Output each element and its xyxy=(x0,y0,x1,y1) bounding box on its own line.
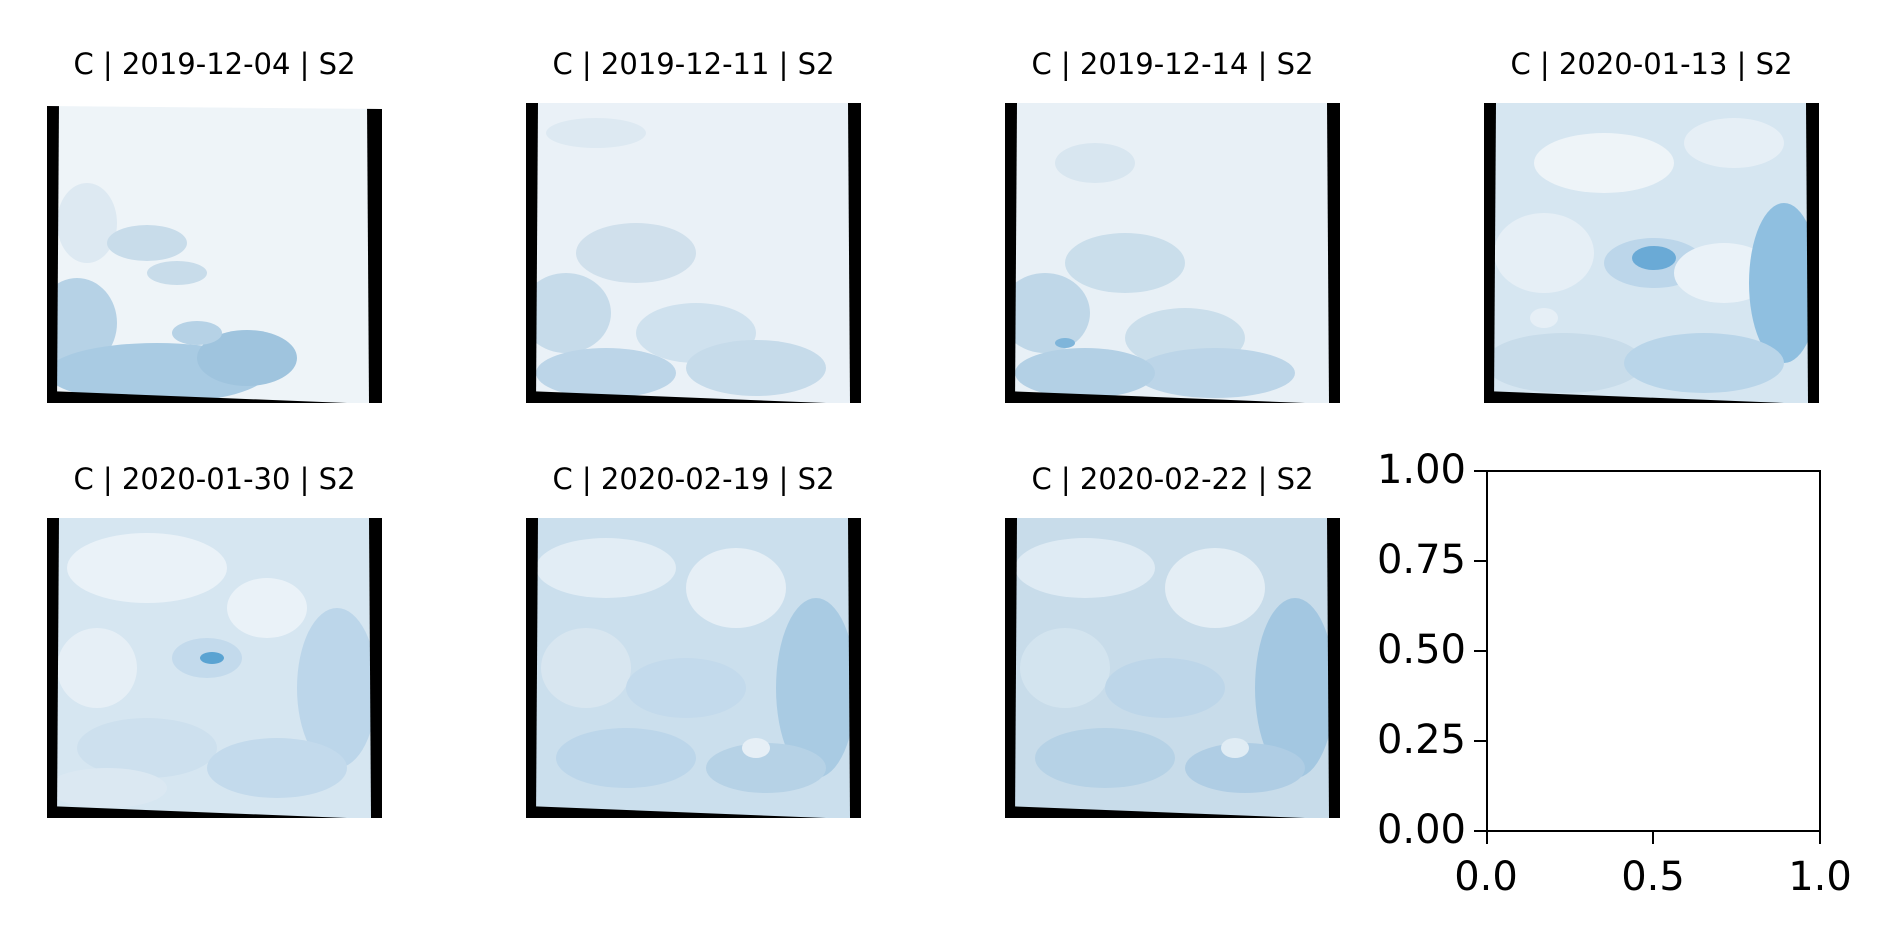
y-tick xyxy=(1474,650,1486,652)
x-tick-label: 0.5 xyxy=(1621,854,1685,900)
panel-title-2: C | 2019-12-11 | S2 xyxy=(552,47,835,81)
x-tick xyxy=(1652,832,1654,844)
y-tick-label: 0.75 xyxy=(1376,537,1466,583)
satellite-image-6 xyxy=(526,518,861,818)
satellite-image-2 xyxy=(526,103,861,403)
y-tick xyxy=(1474,830,1486,832)
empty-axes: 1.00 0.75 0.50 0.25 0.00 0.0 0.5 1.0 xyxy=(1377,448,1852,899)
x-tick xyxy=(1486,832,1488,844)
panel-title-1: C | 2019-12-04 | S2 xyxy=(73,47,356,81)
panel-title-5: C | 2020-01-30 | S2 xyxy=(73,462,356,496)
y-tick-label: 1.00 xyxy=(1376,447,1466,493)
panel-title-4: C | 2020-01-13 | S2 xyxy=(1510,47,1793,81)
y-tick-label: 0.00 xyxy=(1376,807,1466,853)
satellite-image-7 xyxy=(1005,518,1340,818)
x-tick-label: 1.0 xyxy=(1788,854,1852,900)
y-tick-label: 0.25 xyxy=(1376,717,1466,763)
y-tick-label: 0.50 xyxy=(1376,627,1466,673)
x-tick-label: 0.0 xyxy=(1454,854,1518,900)
panel-title-7: C | 2020-02-22 | S2 xyxy=(1031,462,1314,496)
x-tick xyxy=(1819,832,1821,844)
satellite-image-3 xyxy=(1005,103,1340,403)
y-tick xyxy=(1474,470,1486,472)
axes-frame xyxy=(1486,470,1821,832)
y-tick xyxy=(1474,560,1486,562)
panel-title-3: C | 2019-12-14 | S2 xyxy=(1031,47,1314,81)
y-tick xyxy=(1474,740,1486,742)
panel-title-6: C | 2020-02-19 | S2 xyxy=(552,462,835,496)
satellite-image-1 xyxy=(47,103,382,403)
satellite-image-5 xyxy=(47,518,382,818)
satellite-image-4 xyxy=(1484,103,1819,403)
